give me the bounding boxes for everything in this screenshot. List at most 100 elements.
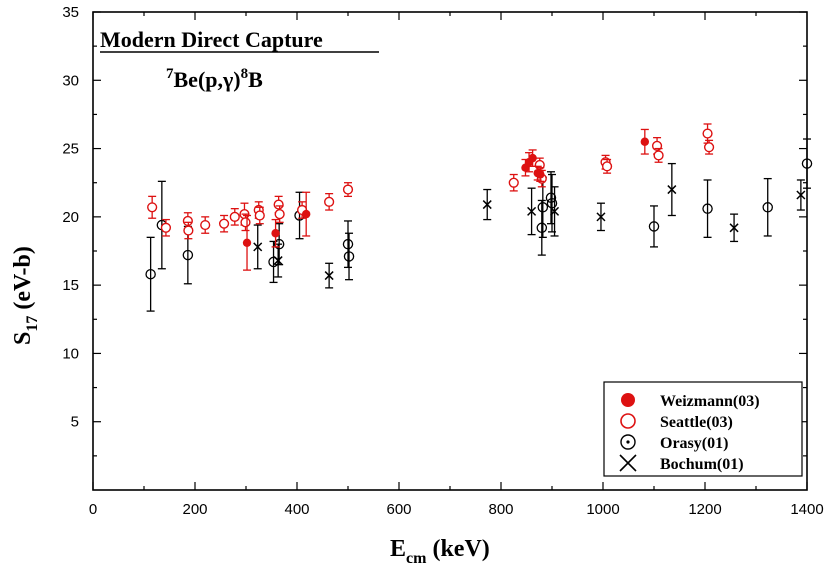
marker <box>528 153 537 163</box>
bochum-point <box>324 262 334 289</box>
orasy-point <box>536 199 548 256</box>
seattle-point <box>240 213 251 232</box>
y-axis-label: S17 (eV-b) <box>10 246 41 345</box>
seattle-point <box>702 123 713 144</box>
legend-weizmann-label: Weizmann(03) <box>660 393 760 410</box>
legend-orsay-label: Orasy(01) <box>660 435 728 452</box>
seattle-point <box>508 173 519 192</box>
marker <box>342 184 354 195</box>
y-tick-label: 30 <box>62 72 79 89</box>
marker <box>218 218 230 229</box>
x-tick-label: 600 <box>386 501 411 518</box>
legend-orsay-marker <box>620 434 636 450</box>
marker <box>229 211 240 222</box>
bochum-point <box>667 162 677 217</box>
legend-bochum-marker <box>619 454 637 472</box>
subtitle-sup-8: 8 <box>241 66 249 82</box>
marker <box>667 185 677 195</box>
x-tick-label: 1000 <box>586 501 619 518</box>
marker <box>648 221 660 232</box>
bochum-point <box>796 179 806 211</box>
marker <box>324 271 334 281</box>
marker <box>147 202 158 213</box>
marker <box>200 219 211 231</box>
marker <box>536 170 545 179</box>
bochum-point <box>550 186 560 237</box>
marker <box>242 238 252 248</box>
x-axis-label: Ecm (keV) <box>390 536 490 567</box>
marker <box>343 251 355 262</box>
marker <box>183 225 194 236</box>
marker <box>253 242 263 252</box>
marker <box>729 223 739 233</box>
marker <box>596 212 606 222</box>
x-label-sub: cm <box>406 550 427 567</box>
marker <box>273 199 284 210</box>
marker <box>536 222 548 234</box>
marker <box>324 196 335 207</box>
marker <box>160 222 172 233</box>
marker <box>545 192 557 203</box>
marker <box>550 206 560 216</box>
marker <box>653 150 664 161</box>
legend-box <box>603 381 803 477</box>
seattle-point <box>653 147 664 163</box>
y-label-unit: (eV-b) <box>10 246 36 316</box>
subtitle-sup-7: 7 <box>166 66 174 82</box>
seattle-point <box>601 158 613 174</box>
y-tick-label: 20 <box>62 209 79 226</box>
x-tick-label: 0 <box>89 501 97 518</box>
x-tick-label: 1400 <box>790 501 823 518</box>
x-tick-label: 1200 <box>688 501 721 518</box>
y-label-main: S <box>10 332 36 345</box>
weizmann-point <box>242 214 252 271</box>
marker <box>271 229 280 238</box>
bochum-point <box>273 243 283 278</box>
marker <box>240 217 251 228</box>
marker <box>274 209 285 220</box>
seattle-point <box>160 218 172 237</box>
marker <box>508 177 519 188</box>
data-marks <box>145 123 813 312</box>
orasy-point <box>342 220 354 269</box>
y-tick-label: 15 <box>62 277 79 294</box>
bochum-point <box>729 213 739 243</box>
weizmann-point <box>640 128 650 155</box>
y-tick-label: 35 <box>62 4 79 21</box>
legend: Weizmann(03) Seattle(03) Orasy(01) Bochu… <box>603 381 803 477</box>
legend-weizmann-marker <box>621 393 635 407</box>
subtitle-gamma: γ <box>222 67 233 92</box>
x-tick-label: 800 <box>488 501 513 518</box>
y-tick-label: 10 <box>62 345 79 362</box>
x-tick-label: 400 <box>284 501 309 518</box>
marker <box>537 202 549 213</box>
legend-seattle-label: Seattle(03) <box>660 414 733 431</box>
subtitle-close: ) <box>233 67 240 92</box>
orasy-point <box>702 179 713 238</box>
seattle-point <box>342 182 354 198</box>
marker <box>482 200 492 210</box>
subtitle-be: Be(p, <box>174 67 224 92</box>
marker <box>703 142 715 153</box>
marker <box>145 268 156 280</box>
marker <box>801 158 813 169</box>
x-tick-label: 200 <box>182 501 207 518</box>
subtitle-b: B <box>248 67 263 92</box>
bochum-point <box>482 188 492 221</box>
y-tick-label: 5 <box>71 414 79 431</box>
marker <box>273 256 283 266</box>
weizmann-point <box>271 218 280 248</box>
marker <box>342 238 354 250</box>
marker <box>254 210 265 221</box>
seattle-point <box>274 205 285 223</box>
seattle-point <box>183 221 194 240</box>
marker <box>640 137 650 146</box>
bochum-point <box>527 187 537 236</box>
seattle-point <box>324 192 335 211</box>
weizmann-point <box>301 191 311 237</box>
marker <box>796 190 806 200</box>
legend-seattle-marker <box>620 413 636 429</box>
orasy-point <box>762 177 773 237</box>
weizmann-point <box>528 149 537 167</box>
